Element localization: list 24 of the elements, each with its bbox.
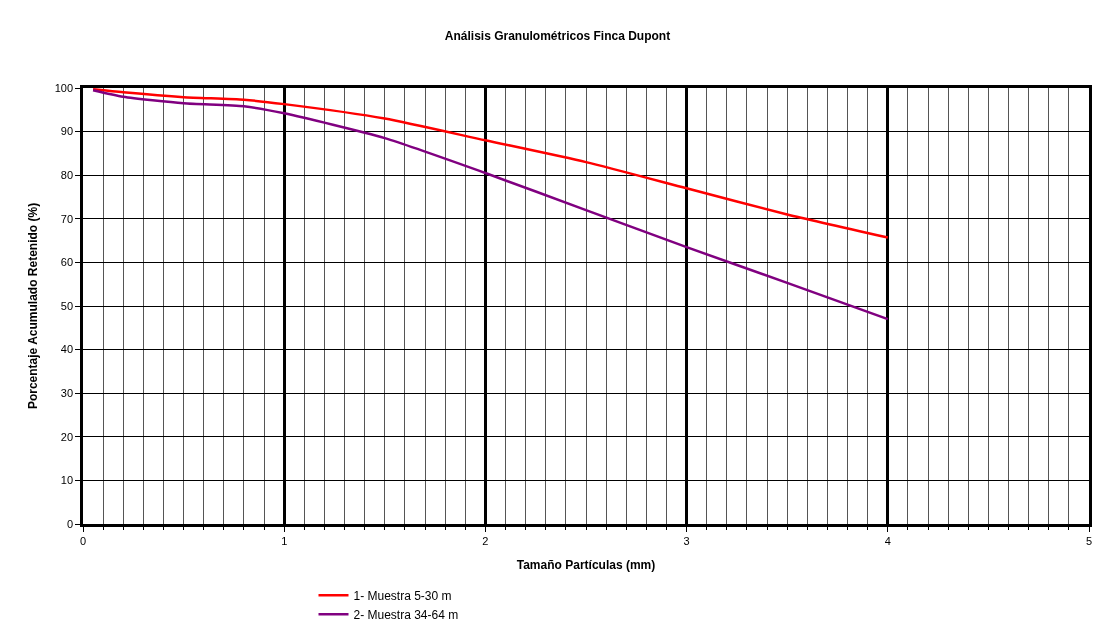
x-axis-title: Tamaño Partículas (mm) xyxy=(516,557,656,572)
y-tick-label: 90 xyxy=(60,125,74,138)
y-tick-label: 70 xyxy=(60,212,74,225)
y-tick-label: 40 xyxy=(60,343,74,356)
x-tick-label: 5 xyxy=(1085,534,1093,547)
legend-label: 2- Muestra 34-64 m xyxy=(353,607,459,622)
x-tick-label: 4 xyxy=(884,534,891,547)
y-tick-label: 80 xyxy=(60,169,74,182)
line-series xyxy=(91,88,890,239)
y-tick-label: 50 xyxy=(60,299,74,312)
y-tick-label: 0 xyxy=(66,517,74,530)
y-tick-label: 60 xyxy=(60,256,74,269)
legend-label: 1- Muestra 5-30 m xyxy=(353,588,452,603)
line-series xyxy=(91,88,890,321)
x-tick-label: 0 xyxy=(79,534,87,547)
y-tick-label: 10 xyxy=(60,474,74,487)
y-tick-label: 20 xyxy=(60,430,74,443)
y-tick-label: 100 xyxy=(54,81,74,94)
x-tick-label: 3 xyxy=(683,534,690,547)
x-tick-label: 2 xyxy=(482,534,489,547)
x-tick-label: 1 xyxy=(281,534,288,547)
y-axis-title: Porcentaje Acumulado Retenido (%) xyxy=(25,202,40,410)
chart-title: Análisis Granulométricos Finca Dupont xyxy=(444,29,671,44)
y-tick-label: 30 xyxy=(60,387,74,400)
